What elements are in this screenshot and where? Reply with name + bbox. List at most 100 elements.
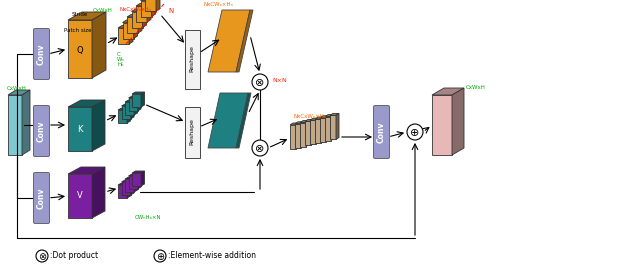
Polygon shape bbox=[68, 107, 92, 151]
Polygon shape bbox=[330, 115, 336, 139]
Text: Wₙ: Wₙ bbox=[117, 57, 125, 62]
Polygon shape bbox=[127, 17, 138, 33]
Polygon shape bbox=[127, 15, 142, 17]
Polygon shape bbox=[68, 20, 92, 78]
Polygon shape bbox=[330, 114, 339, 115]
FancyBboxPatch shape bbox=[374, 105, 390, 158]
Polygon shape bbox=[118, 185, 127, 198]
Polygon shape bbox=[141, 1, 152, 16]
Text: N: N bbox=[168, 8, 173, 14]
Polygon shape bbox=[147, 3, 151, 22]
Text: NxCxWₙxHₙ: NxCxWₙxHₙ bbox=[120, 7, 152, 12]
Polygon shape bbox=[122, 180, 134, 182]
Polygon shape bbox=[68, 100, 105, 107]
Circle shape bbox=[154, 250, 166, 262]
Text: Reshape: Reshape bbox=[189, 119, 195, 146]
Text: ⊗: ⊗ bbox=[255, 77, 265, 87]
Polygon shape bbox=[8, 95, 22, 155]
Polygon shape bbox=[132, 171, 145, 173]
Polygon shape bbox=[122, 104, 134, 106]
Polygon shape bbox=[138, 15, 142, 33]
Polygon shape bbox=[208, 10, 250, 72]
Polygon shape bbox=[145, 0, 156, 11]
Polygon shape bbox=[134, 100, 138, 115]
Polygon shape bbox=[432, 95, 452, 155]
Polygon shape bbox=[290, 123, 299, 125]
Polygon shape bbox=[129, 174, 141, 176]
Circle shape bbox=[407, 124, 423, 140]
Text: NxCxWₙ×Hₙ: NxCxWₙ×Hₙ bbox=[294, 114, 327, 119]
FancyBboxPatch shape bbox=[184, 30, 200, 89]
Polygon shape bbox=[320, 118, 326, 142]
Text: Conv: Conv bbox=[37, 187, 46, 209]
Polygon shape bbox=[296, 123, 299, 149]
Polygon shape bbox=[125, 177, 138, 179]
Polygon shape bbox=[315, 117, 324, 119]
Polygon shape bbox=[118, 28, 129, 44]
FancyBboxPatch shape bbox=[33, 105, 49, 157]
Polygon shape bbox=[136, 6, 147, 22]
Polygon shape bbox=[236, 10, 253, 72]
Text: Conv: Conv bbox=[37, 43, 46, 65]
Polygon shape bbox=[326, 116, 329, 142]
Polygon shape bbox=[127, 108, 131, 123]
Polygon shape bbox=[138, 174, 141, 189]
Polygon shape bbox=[305, 119, 314, 121]
Polygon shape bbox=[325, 116, 331, 141]
Polygon shape bbox=[331, 115, 334, 141]
Polygon shape bbox=[129, 26, 133, 44]
Text: N×N: N×N bbox=[272, 77, 287, 83]
Polygon shape bbox=[325, 115, 334, 116]
Text: Patch size: Patch size bbox=[64, 28, 92, 33]
Polygon shape bbox=[132, 94, 141, 107]
Polygon shape bbox=[68, 12, 106, 20]
Polygon shape bbox=[118, 183, 131, 185]
Polygon shape bbox=[127, 183, 131, 198]
Polygon shape bbox=[310, 118, 319, 120]
Circle shape bbox=[252, 140, 268, 156]
Polygon shape bbox=[300, 123, 306, 147]
Polygon shape bbox=[236, 93, 251, 148]
Polygon shape bbox=[310, 120, 316, 144]
Text: Conv: Conv bbox=[37, 120, 46, 142]
Polygon shape bbox=[301, 122, 304, 148]
Polygon shape bbox=[336, 114, 339, 139]
Text: Q: Q bbox=[77, 45, 83, 55]
Polygon shape bbox=[295, 122, 304, 124]
Polygon shape bbox=[290, 125, 296, 149]
Polygon shape bbox=[141, 92, 145, 107]
Text: ⊕: ⊕ bbox=[410, 128, 420, 137]
Polygon shape bbox=[131, 104, 134, 119]
Text: Reshape: Reshape bbox=[189, 45, 195, 72]
Polygon shape bbox=[129, 176, 138, 189]
Polygon shape bbox=[125, 179, 134, 192]
Text: CWₙHₙ×N: CWₙHₙ×N bbox=[134, 215, 161, 220]
Polygon shape bbox=[320, 116, 329, 118]
Polygon shape bbox=[136, 3, 151, 6]
Polygon shape bbox=[122, 106, 131, 119]
Text: :Element-wise addition: :Element-wise addition bbox=[168, 252, 256, 260]
Polygon shape bbox=[131, 180, 134, 195]
FancyBboxPatch shape bbox=[33, 29, 49, 80]
FancyBboxPatch shape bbox=[33, 172, 49, 224]
Polygon shape bbox=[132, 173, 141, 186]
Text: Hₙ: Hₙ bbox=[117, 62, 124, 67]
Polygon shape bbox=[138, 96, 141, 111]
Circle shape bbox=[252, 74, 268, 90]
Polygon shape bbox=[311, 119, 314, 146]
Polygon shape bbox=[122, 182, 131, 195]
Polygon shape bbox=[134, 177, 138, 192]
Polygon shape bbox=[316, 118, 319, 144]
Polygon shape bbox=[315, 119, 321, 143]
Polygon shape bbox=[152, 0, 156, 16]
Polygon shape bbox=[300, 121, 309, 123]
Text: :Dot product: :Dot product bbox=[50, 252, 98, 260]
Text: CxWxH: CxWxH bbox=[466, 85, 486, 90]
Polygon shape bbox=[452, 88, 464, 155]
Polygon shape bbox=[118, 108, 131, 110]
Polygon shape bbox=[295, 124, 301, 148]
Text: Conv: Conv bbox=[377, 121, 386, 143]
Polygon shape bbox=[125, 102, 134, 115]
Text: Stride: Stride bbox=[72, 12, 88, 17]
Polygon shape bbox=[68, 174, 92, 218]
